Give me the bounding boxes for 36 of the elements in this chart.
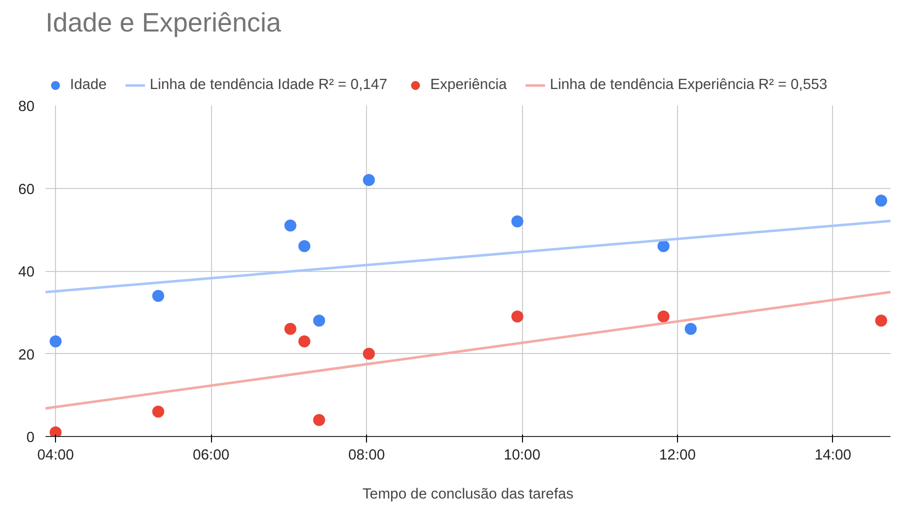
point bbox=[684, 322, 697, 335]
point bbox=[658, 240, 670, 252]
y-tick-label: 20 bbox=[18, 347, 35, 364]
x-tick-label: 14:00 bbox=[814, 448, 852, 464]
point bbox=[50, 426, 62, 436]
x-axis-title: Tempo de conclusão das tarefas bbox=[362, 486, 574, 502]
point bbox=[50, 335, 62, 348]
point bbox=[511, 215, 524, 228]
x-tick-label: 12:00 bbox=[659, 448, 696, 464]
legend-label: Linha de tendência Experiência R² = 0,553 bbox=[550, 77, 828, 93]
y-tick-label: 0 bbox=[26, 430, 35, 446]
point bbox=[313, 414, 326, 426]
x-tick-label: 10:00 bbox=[504, 448, 540, 464]
legend-label: Experiência bbox=[430, 77, 507, 93]
legend-label: Idade bbox=[70, 77, 107, 93]
point bbox=[875, 314, 888, 327]
x-tick-label: 06:00 bbox=[192, 448, 230, 464]
y-tick-label: 40 bbox=[18, 264, 35, 280]
point bbox=[152, 406, 164, 418]
y-tick-label: 60 bbox=[18, 182, 35, 198]
x-tick-label: 04:00 bbox=[37, 448, 74, 464]
point bbox=[313, 314, 326, 327]
point bbox=[511, 310, 524, 322]
point bbox=[658, 310, 670, 322]
point bbox=[298, 240, 310, 252]
x-tick-label: 08:00 bbox=[348, 448, 385, 464]
chart-title: Idade e Experiência bbox=[46, 8, 282, 38]
legend-label: Linha de tendência Idade R² = 0,147 bbox=[150, 77, 388, 93]
point bbox=[284, 220, 296, 232]
point bbox=[284, 322, 296, 335]
point bbox=[875, 194, 888, 207]
point bbox=[362, 348, 375, 360]
point bbox=[152, 290, 164, 302]
point bbox=[362, 174, 375, 186]
y-tick-label: 80 bbox=[18, 99, 35, 115]
point bbox=[298, 335, 310, 348]
